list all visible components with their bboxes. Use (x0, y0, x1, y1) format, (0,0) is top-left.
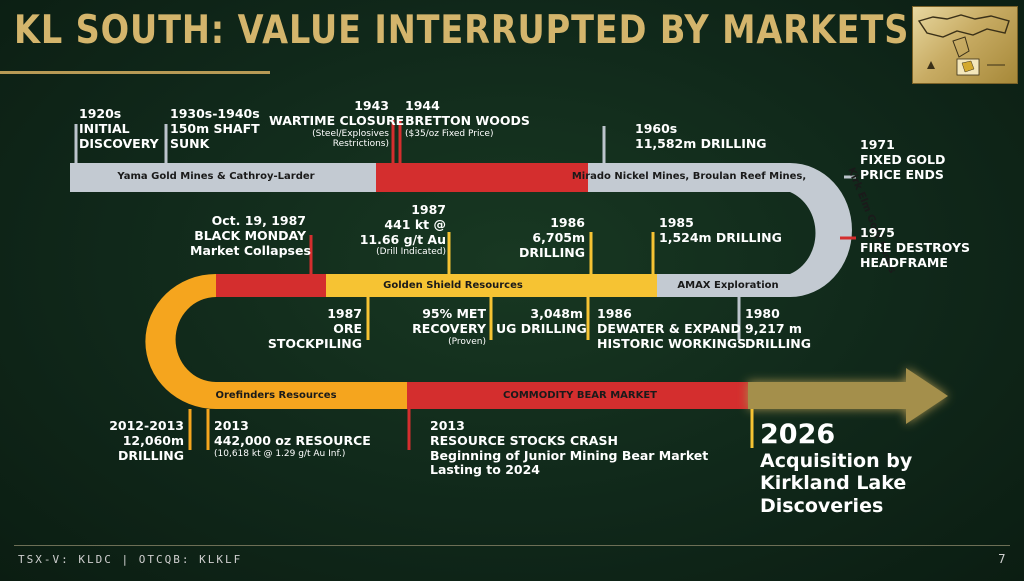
band-label-amax: AMAX Exploration (677, 280, 779, 291)
title-underline (0, 71, 270, 74)
footer-ticker: TSX-V: KLDC | OTCQB: KLKLF (18, 553, 243, 566)
slide-title: KL SOUTH: VALUE INTERRUPTED BY MARKETS (14, 8, 910, 53)
event-1930s-1940s: 1930s-1940s 150m SHAFT SUNK (170, 106, 260, 151)
band-label-orefinders: Orefinders Resources (215, 390, 337, 401)
event-2013-crash: 2013 RESOURCE STOCKS CRASH Beginning of J… (430, 418, 709, 478)
page-number: 7 (998, 552, 1006, 566)
band-kirk-elm-curve (790, 163, 852, 297)
event-1980: 1980 9,217 m DRILLING (745, 306, 811, 351)
band-golden-shield (326, 274, 657, 297)
event-1986-6705m: 1986 6,705m DRILLING (519, 215, 585, 260)
footer-rule (14, 545, 1010, 546)
event-95-met-recovery: 95% MET RECOVERY (Proven) (412, 306, 486, 347)
event-1975: 1975 FIRE DESTROYS HEADFRAME (860, 225, 971, 270)
event-1985: 1985 1,524m DRILLING (659, 215, 782, 245)
event-2026-year: 2026 (760, 419, 836, 450)
future-arrow (748, 368, 948, 424)
band-orefinders (216, 382, 407, 409)
band-label-mirado: Mirado Nickel Mines, Broulan Reef Mines, (571, 171, 807, 182)
event-2026: 2026 Acquisition by Kirkland Lake Discover… (760, 420, 912, 518)
band-label-yama: Yama Gold Mines & Cathroy-Larder (117, 171, 315, 182)
event-1943: 1943 WARTIME CLOSURE (Steel/Explosives Res… (269, 98, 405, 150)
band-label-bear-market: COMMODITY BEAR MARKET (503, 390, 657, 401)
event-1987-441kt: 1987 441 kt @11.66 g/t Au (Drill Indicate… (359, 202, 446, 258)
event-1971: 1971 FIXED GOLD PRICE ENDS (860, 137, 946, 182)
timeline-ticks (74, 120, 856, 450)
event-2013-resource: 2013 442,000 oz RESOURCE (10,618 kt @ 1.2… (214, 418, 371, 459)
event-1986-dewater: 1986 DEWATER & EXPAND HISTORIC WORKINGS (597, 306, 747, 351)
band-wartime-gap (376, 163, 588, 192)
band-mirado (588, 163, 790, 192)
event-2026-acquisition: Acquisition by Kirkland Lake Discoveries (760, 449, 913, 518)
event-1960s: 1960s 11,582m DRILLING (635, 121, 767, 151)
event-1920s: 1920s INITIAL DISCOVERY (79, 106, 159, 151)
event-2012-2013: 2012-2013 12,060m DRILLING (109, 418, 184, 463)
band-label-golden-shield: Golden Shield Resources (383, 280, 523, 291)
event-ug-drilling: 3,048m UG DRILLING (496, 306, 587, 336)
band-amax (657, 274, 790, 297)
band-black-monday (216, 274, 326, 297)
event-1987-ore-stockpiling: 1987 ORE STOCKPILING (267, 306, 362, 351)
band-yama (70, 163, 376, 192)
band-orefinders-curve (145, 274, 216, 409)
event-1944: 1944 BRETTON WOODS ($35/oz Fixed Price) (405, 98, 530, 139)
regional-location-map-icon (912, 6, 1018, 84)
event-1987-black-monday: Oct. 19, 1987 BLACK MONDAY Market Collapse… (190, 213, 311, 258)
band-bear-market (407, 382, 748, 409)
